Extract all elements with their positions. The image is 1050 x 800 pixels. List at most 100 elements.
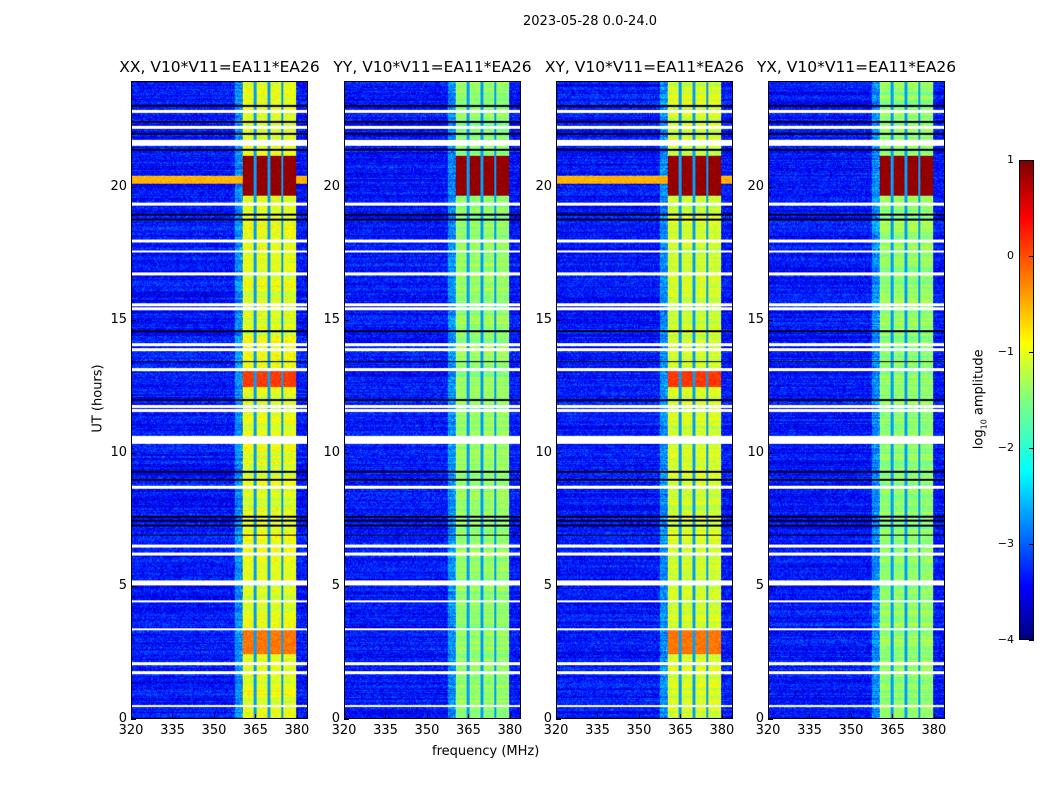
- y-tick-mark: [131, 320, 136, 322]
- y-tick-mark: [131, 586, 136, 588]
- colorbar-label: log10 amplitude: [971, 349, 989, 450]
- colorbar-tick-mark: [1029, 544, 1034, 545]
- x-tick-label: 335: [373, 723, 398, 738]
- x-tick-label: 380: [497, 723, 523, 738]
- x-tick-mark: [680, 714, 682, 719]
- heatmap-cells: [769, 82, 944, 718]
- colorbar: [1019, 160, 1034, 640]
- x-tick-label: 320: [331, 723, 357, 738]
- x-tick-label: 365: [880, 723, 905, 738]
- x-tick-label: 335: [797, 723, 822, 738]
- y-tick-mark: [344, 453, 349, 455]
- y-tick-mark: [344, 320, 349, 322]
- x-tick-mark: [296, 714, 298, 719]
- panel-title-xy: XY, V10*V11=EA11*EA26: [544, 58, 745, 76]
- y-tick-label: 15: [323, 312, 340, 328]
- colorbar-tick-label: 1: [1007, 153, 1014, 166]
- y-tick-label: 5: [755, 578, 764, 594]
- figure-title: 2023-05-28 0.0-24.0: [523, 14, 657, 29]
- x-tick-label: 380: [709, 723, 735, 738]
- colorbar-tick-label: −3: [997, 537, 1014, 550]
- x-tick-mark: [556, 714, 557, 719]
- x-tick-mark: [213, 714, 215, 719]
- x-tick-label: 335: [160, 723, 185, 738]
- y-tick-mark: [556, 586, 561, 588]
- x-tick-label: 320: [755, 723, 781, 738]
- colorbar-tick-mark: [1029, 448, 1034, 449]
- x-tick-mark: [597, 714, 599, 719]
- y-tick-mark: [556, 187, 561, 189]
- x-tick-mark: [638, 714, 640, 719]
- y-tick-mark: [556, 719, 561, 720]
- x-tick-label: 350: [414, 723, 440, 738]
- colorbar-tick-mark: [1029, 160, 1034, 161]
- panel-title-yx: YX, V10*V11=EA11*EA26: [756, 58, 957, 76]
- x-tick-mark: [255, 714, 257, 719]
- colorbar-tick-mark: [1029, 352, 1034, 353]
- y-tick-label: 5: [118, 578, 127, 594]
- y-tick-label: 20: [535, 179, 552, 195]
- y-tick-label: 5: [543, 578, 552, 594]
- heatmap-panel-xx: [131, 81, 308, 719]
- heatmap-cells: [132, 82, 307, 718]
- y-tick-label: 15: [747, 312, 764, 328]
- colorbar-tick-label: −4: [997, 633, 1014, 646]
- colorbar-tick-mark: [1029, 256, 1034, 257]
- y-tick-mark: [768, 719, 773, 720]
- colorbar-tick-label: 0: [1007, 249, 1014, 262]
- heatmap-panel-yy: [344, 81, 521, 719]
- x-tick-label: 335: [585, 723, 610, 738]
- x-tick-mark: [385, 714, 387, 719]
- y-tick-label: 20: [323, 179, 340, 195]
- y-tick-mark: [768, 320, 773, 322]
- panel-title-xx: XX, V10*V11=EA11*EA26: [119, 58, 320, 76]
- colorbar-tick-mark: [1029, 640, 1034, 641]
- x-tick-label: 380: [921, 723, 947, 738]
- x-tick-mark: [509, 714, 511, 719]
- y-tick-label: 10: [110, 445, 127, 461]
- y-tick-label: 10: [535, 445, 552, 461]
- x-tick-label: 365: [668, 723, 693, 738]
- x-tick-mark: [131, 714, 132, 719]
- x-tick-mark: [468, 714, 470, 719]
- y-tick-label: 0: [755, 711, 764, 726]
- heatmap-panel-xy: [556, 81, 733, 719]
- x-tick-mark: [850, 714, 852, 719]
- x-tick-mark: [809, 714, 811, 719]
- y-tick-mark: [344, 187, 349, 189]
- y-tick-label: 5: [331, 578, 340, 594]
- x-tick-label: 380: [284, 723, 310, 738]
- y-tick-label: 0: [331, 711, 340, 726]
- y-tick-mark: [768, 187, 773, 189]
- x-tick-mark: [721, 714, 723, 719]
- y-tick-label: 15: [535, 312, 552, 328]
- x-axis-label: frequency (MHz): [432, 744, 540, 759]
- x-tick-label: 365: [456, 723, 481, 738]
- x-tick-label: 320: [118, 723, 144, 738]
- y-tick-label: 15: [110, 312, 127, 328]
- x-tick-mark: [344, 714, 345, 719]
- x-tick-label: 350: [626, 723, 652, 738]
- colorbar-tick-label: −2: [997, 441, 1014, 454]
- x-tick-mark: [768, 714, 769, 719]
- y-tick-label: 10: [323, 445, 340, 461]
- y-tick-mark: [768, 586, 773, 588]
- heatmap-cells: [345, 82, 520, 718]
- y-tick-mark: [344, 586, 349, 588]
- y-tick-mark: [131, 719, 136, 720]
- colorbar-tick-label: −1: [997, 345, 1014, 358]
- y-tick-label: 0: [118, 711, 127, 726]
- x-tick-label: 365: [243, 723, 268, 738]
- y-tick-label: 20: [110, 179, 127, 195]
- x-tick-label: 350: [201, 723, 227, 738]
- y-tick-mark: [131, 187, 136, 189]
- x-tick-mark: [426, 714, 428, 719]
- x-tick-label: 350: [838, 723, 864, 738]
- heatmap-cells: [557, 82, 732, 718]
- y-tick-label: 10: [747, 445, 764, 461]
- panel-title-yy: YY, V10*V11=EA11*EA26: [333, 58, 532, 76]
- y-axis-label: UT (hours): [90, 364, 106, 433]
- y-tick-label: 0: [543, 711, 552, 726]
- y-tick-mark: [556, 320, 561, 322]
